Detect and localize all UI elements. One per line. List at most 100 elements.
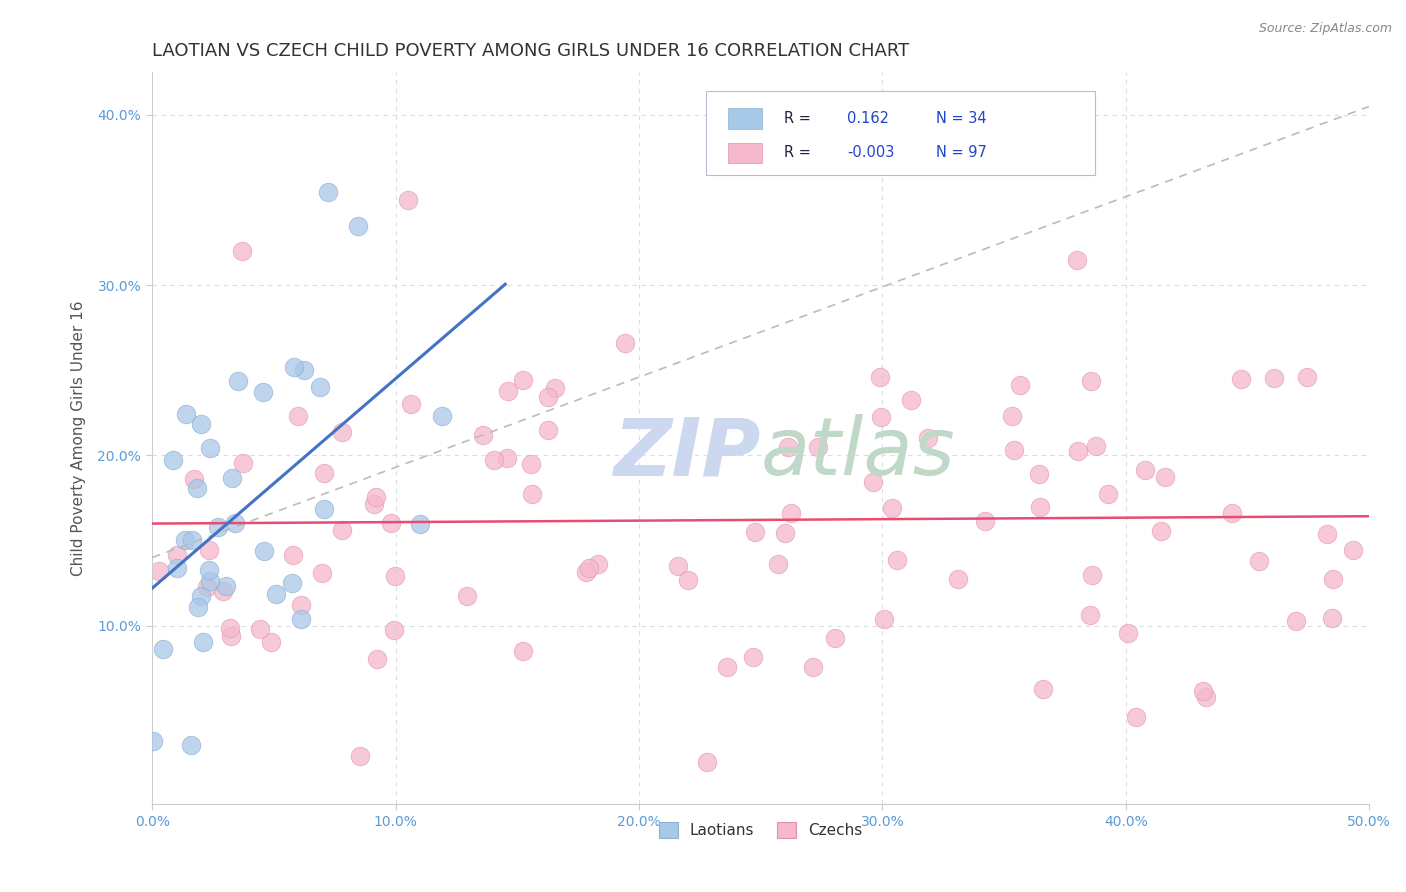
- Point: [869, 369, 891, 384]
- Point: [221, 629, 243, 643]
- Point: [231, 244, 253, 258]
- Point: [801, 660, 824, 674]
- Point: [512, 643, 534, 657]
- Point: [779, 506, 801, 520]
- FancyBboxPatch shape: [728, 108, 762, 128]
- Text: ZIP: ZIP: [613, 414, 761, 492]
- Point: [778, 440, 800, 454]
- Point: [862, 475, 884, 489]
- Point: [212, 584, 235, 599]
- Point: [191, 635, 214, 649]
- Point: [900, 393, 922, 408]
- Text: LAOTIAN VS CZECH CHILD POVERTY AMONG GIRLS UNDER 16 CORRELATION CHART: LAOTIAN VS CZECH CHILD POVERTY AMONG GIR…: [152, 42, 910, 60]
- Text: -0.003: -0.003: [848, 145, 894, 161]
- Text: N = 97: N = 97: [936, 145, 987, 161]
- Point: [1118, 626, 1140, 640]
- Point: [1125, 710, 1147, 724]
- Point: [197, 563, 219, 577]
- Point: [456, 589, 478, 603]
- Point: [215, 579, 238, 593]
- Point: [1002, 442, 1025, 457]
- Point: [152, 641, 174, 656]
- Point: [495, 450, 517, 465]
- Point: [1191, 684, 1213, 698]
- Point: [190, 589, 212, 603]
- Text: 0.162: 0.162: [848, 111, 889, 126]
- Point: [180, 738, 202, 752]
- Point: [537, 390, 560, 404]
- Point: [1080, 374, 1102, 388]
- Point: [886, 553, 908, 567]
- Point: [264, 587, 287, 601]
- Point: [232, 456, 254, 470]
- Point: [162, 453, 184, 467]
- Point: [773, 525, 796, 540]
- FancyBboxPatch shape: [728, 143, 762, 163]
- Legend: Laotians, Czechs: Laotians, Czechs: [654, 816, 869, 844]
- Point: [1195, 690, 1218, 705]
- Point: [578, 561, 600, 575]
- Point: [575, 566, 598, 580]
- Point: [1284, 614, 1306, 628]
- Text: R =: R =: [785, 111, 811, 126]
- Point: [382, 623, 405, 637]
- Point: [200, 574, 222, 588]
- Point: [283, 359, 305, 374]
- Point: [181, 533, 204, 547]
- Point: [1220, 506, 1243, 520]
- Point: [1320, 611, 1343, 625]
- Point: [1010, 378, 1032, 392]
- Text: R =: R =: [785, 145, 811, 161]
- Point: [676, 573, 699, 587]
- Point: [917, 431, 939, 445]
- Point: [283, 548, 305, 562]
- Point: [744, 524, 766, 539]
- Point: [174, 407, 197, 421]
- Text: Source: ZipAtlas.com: Source: ZipAtlas.com: [1258, 22, 1392, 36]
- Point: [1001, 409, 1024, 424]
- Point: [399, 397, 422, 411]
- Point: [1322, 572, 1344, 586]
- Point: [1296, 369, 1319, 384]
- Point: [824, 631, 846, 645]
- Text: atlas: atlas: [761, 414, 956, 492]
- Point: [330, 425, 353, 439]
- FancyBboxPatch shape: [706, 91, 1095, 175]
- Point: [520, 487, 543, 501]
- Point: [1081, 568, 1104, 582]
- Point: [384, 568, 406, 582]
- Point: [148, 565, 170, 579]
- Point: [218, 621, 240, 635]
- Point: [166, 549, 188, 563]
- Point: [1133, 463, 1156, 477]
- Point: [1154, 469, 1177, 483]
- Point: [496, 384, 519, 398]
- Point: [174, 533, 197, 547]
- Point: [349, 748, 371, 763]
- Point: [880, 501, 903, 516]
- Point: [696, 755, 718, 769]
- Point: [226, 374, 249, 388]
- Point: [363, 497, 385, 511]
- Point: [716, 659, 738, 673]
- Text: N = 34: N = 34: [936, 111, 987, 126]
- Point: [471, 428, 494, 442]
- Point: [1341, 542, 1364, 557]
- Point: [1067, 443, 1090, 458]
- Point: [1066, 252, 1088, 267]
- Point: [186, 481, 208, 495]
- Point: [519, 457, 541, 471]
- Point: [290, 598, 312, 612]
- Point: [221, 470, 243, 484]
- Point: [252, 385, 274, 400]
- Point: [281, 575, 304, 590]
- Point: [187, 600, 209, 615]
- Point: [1316, 527, 1339, 541]
- Point: [409, 517, 432, 532]
- Point: [1029, 500, 1052, 514]
- Point: [1150, 524, 1173, 538]
- Point: [366, 652, 388, 666]
- Point: [347, 219, 370, 233]
- Point: [1097, 487, 1119, 501]
- Point: [948, 572, 970, 586]
